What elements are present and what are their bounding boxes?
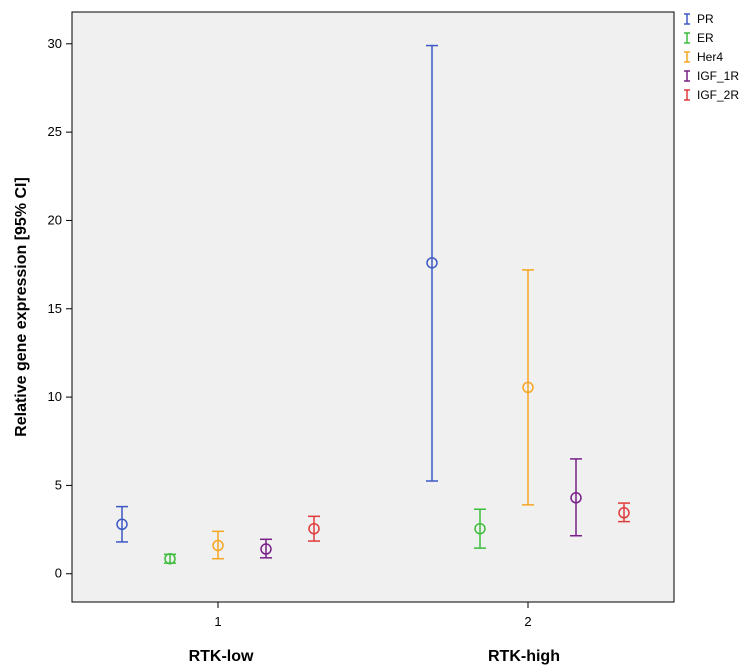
mean-point — [426, 257, 438, 269]
mean-point — [474, 522, 486, 535]
group-label-rtk-low: RTK-low — [189, 648, 254, 665]
x-tick-label: 2 — [524, 614, 531, 629]
mean-point — [522, 381, 534, 394]
legend-label: IGF_1R — [697, 69, 739, 83]
y-tick-label: 10 — [48, 389, 62, 404]
mean-point — [618, 507, 630, 519]
mean-point — [116, 518, 128, 531]
y-tick-label: 30 — [48, 36, 62, 51]
mean-point — [212, 539, 224, 552]
series-pr — [116, 44, 438, 543]
group-label-rtk-high: RTK-high — [488, 648, 560, 665]
x-tick-label: 1 — [214, 614, 221, 629]
series-igf-1r — [260, 458, 582, 559]
mean-point — [570, 492, 582, 504]
y-axis-title: Relative gene expression [95% CI] — [13, 177, 30, 437]
mean-point — [260, 543, 272, 555]
legend: PR ER Her4 IGF_1R IGF_2R — [684, 12, 739, 102]
y-tick-label: 15 — [48, 301, 62, 316]
mean-point — [164, 552, 176, 565]
plot-area — [71, 11, 675, 603]
series-igf-2r — [308, 502, 630, 542]
series-er — [164, 508, 486, 565]
y-tick-label: 5 — [55, 477, 62, 492]
y-tick-label: 0 — [55, 566, 62, 581]
legend-label: PR — [697, 12, 714, 26]
legend-label: ER — [697, 31, 714, 45]
y-tick-label: 25 — [48, 124, 62, 139]
y-tick-label: 20 — [48, 212, 62, 227]
legend-label: IGF_2R — [697, 88, 739, 102]
legend-label: Her4 — [697, 50, 723, 64]
mean-point — [308, 522, 320, 535]
series-her4 — [212, 269, 534, 560]
